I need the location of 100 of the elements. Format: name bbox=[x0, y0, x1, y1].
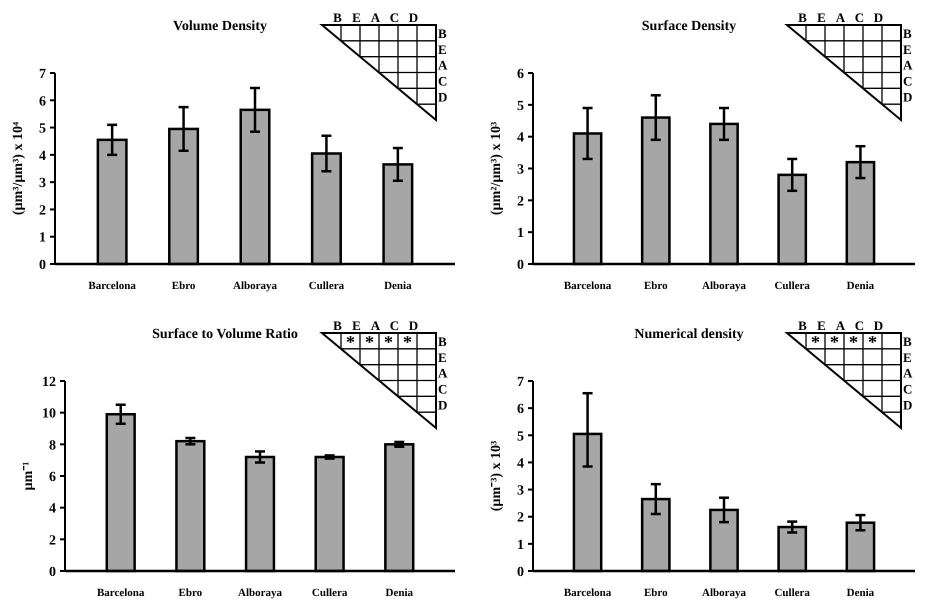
text: C bbox=[854, 10, 864, 25]
x-tick-label: Denia bbox=[386, 587, 414, 599]
y-tick-label: 5 bbox=[517, 429, 524, 444]
y-tick-label: 6 bbox=[49, 470, 56, 485]
y-tick-label: 2 bbox=[39, 203, 46, 218]
y-tick-label: 2 bbox=[49, 533, 56, 548]
text: A bbox=[438, 58, 448, 73]
text: * bbox=[830, 332, 839, 352]
chart-title: Surface Density bbox=[642, 19, 736, 34]
text: D bbox=[408, 10, 418, 25]
y-tick-label: 5 bbox=[517, 98, 524, 114]
y-axis-title: (µm³/µm³) x 10⁴ bbox=[11, 121, 26, 216]
x-tick-label: Barcelona bbox=[564, 587, 612, 599]
text: C bbox=[854, 318, 864, 333]
x-tick-label: Ebro bbox=[644, 280, 668, 292]
text: A bbox=[370, 318, 380, 333]
text: * bbox=[346, 332, 355, 352]
text: A bbox=[370, 10, 380, 25]
y-tick-label: 7 bbox=[39, 67, 46, 82]
text: * bbox=[849, 332, 858, 352]
chart-title: Surface to Volume Ratio bbox=[152, 327, 298, 342]
chart-title: Numerical density bbox=[634, 327, 744, 342]
y-axis-title: (µm²/µm³) x 10³ bbox=[489, 122, 504, 216]
x-tick-label: Denia bbox=[846, 280, 875, 292]
x-tick-label: Denia bbox=[384, 280, 412, 292]
annotation: D bbox=[438, 397, 448, 412]
x-tick-label: Cullera bbox=[774, 280, 810, 292]
text: B bbox=[903, 334, 912, 349]
y-tick-label: 6 bbox=[517, 402, 524, 418]
y-axis-title: (µm⁻³) x 10³ bbox=[489, 440, 504, 512]
y-tick-label: 4 bbox=[517, 130, 524, 146]
y-tick-label: 0 bbox=[49, 565, 56, 580]
x-tick-label: Alboraya bbox=[233, 280, 278, 292]
annotation: C bbox=[438, 73, 448, 88]
text: * bbox=[365, 332, 374, 352]
y-tick-label: 1 bbox=[517, 226, 524, 242]
x-tick-label: Alboraya bbox=[238, 587, 282, 599]
text: A bbox=[438, 366, 448, 381]
text: A bbox=[903, 366, 912, 381]
x-tick-label: Ebro bbox=[172, 280, 196, 292]
x-tick-label: Alboraya bbox=[702, 280, 746, 292]
x-tick-label: Denia bbox=[846, 587, 875, 599]
x-tick-label: Alboraya bbox=[702, 587, 746, 599]
text: A bbox=[836, 10, 846, 25]
y-tick-label: 4 bbox=[49, 502, 56, 517]
x-tick-label: Cullera bbox=[774, 587, 810, 599]
y-tick-label: 3 bbox=[39, 176, 46, 192]
text: A bbox=[903, 58, 912, 73]
text: B bbox=[903, 26, 912, 41]
y-tick-label: 12 bbox=[42, 375, 56, 390]
annotation: C bbox=[903, 381, 912, 396]
y-tick-label: 3 bbox=[517, 162, 524, 178]
annotation: C bbox=[903, 73, 912, 88]
y-tick-label: 2 bbox=[517, 510, 524, 526]
y-tick-label: 6 bbox=[39, 94, 46, 110]
text: * bbox=[868, 332, 877, 352]
annotation: D bbox=[903, 397, 912, 412]
text: * bbox=[811, 332, 820, 352]
x-tick-label: Cullera bbox=[308, 280, 345, 292]
text: D bbox=[408, 318, 418, 333]
y-tick-label: 10 bbox=[42, 406, 56, 422]
annotation: D bbox=[438, 89, 448, 104]
x-tick-label: Barcelona bbox=[88, 280, 136, 292]
text: B bbox=[333, 318, 342, 333]
y-tick-label: 0 bbox=[39, 258, 46, 273]
y-tick-label: 8 bbox=[49, 438, 56, 454]
text: E bbox=[817, 318, 826, 333]
text: C bbox=[390, 318, 400, 333]
text: E bbox=[903, 42, 912, 57]
y-tick-label: 6 bbox=[517, 67, 524, 82]
text: * bbox=[403, 332, 412, 352]
text: A bbox=[836, 318, 846, 333]
text: B bbox=[438, 26, 447, 41]
text: E bbox=[438, 350, 447, 365]
y-tick-label: 0 bbox=[517, 258, 524, 273]
y-tick-label: 2 bbox=[517, 194, 524, 210]
y-tick-label: 1 bbox=[517, 538, 524, 553]
text: E bbox=[903, 350, 912, 365]
y-axis-title: µm⁻¹ bbox=[21, 462, 36, 490]
x-tick-label: Ebro bbox=[644, 587, 668, 599]
y-tick-label: 0 bbox=[517, 565, 524, 580]
text: E bbox=[817, 10, 826, 25]
x-tick-label: Barcelona bbox=[564, 280, 612, 292]
annotation: D bbox=[903, 89, 912, 104]
y-tick-label: 5 bbox=[39, 122, 46, 137]
text: E bbox=[352, 318, 361, 333]
y-tick-label: 3 bbox=[517, 484, 524, 499]
x-tick-label: Ebro bbox=[178, 587, 203, 599]
text: C bbox=[390, 10, 400, 25]
y-tick-label: 7 bbox=[517, 375, 524, 390]
text: E bbox=[352, 10, 361, 25]
text: B bbox=[438, 334, 447, 349]
chart-title: Volume Density bbox=[173, 19, 267, 34]
text: B bbox=[798, 10, 807, 25]
text: B bbox=[333, 10, 342, 25]
text: E bbox=[438, 42, 447, 57]
y-tick-label: 1 bbox=[39, 230, 46, 246]
y-tick-label: 4 bbox=[39, 148, 46, 164]
text: D bbox=[874, 10, 884, 25]
text: B bbox=[798, 318, 807, 333]
